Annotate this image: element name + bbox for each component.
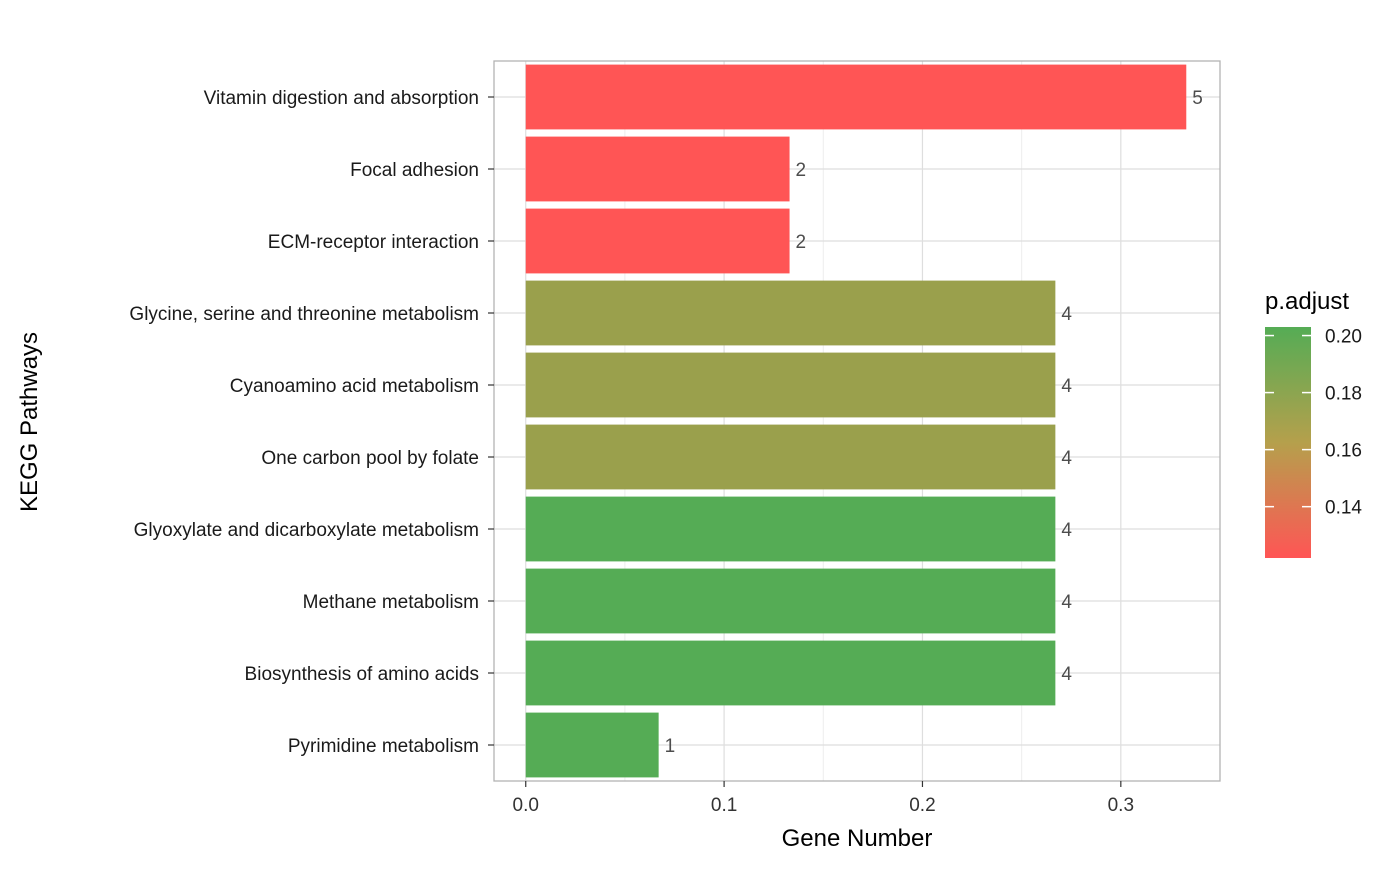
y-tick-label: Focal adhesion	[350, 160, 479, 181]
y-tick-label: Glycine, serine and threonine metabolism	[129, 304, 479, 325]
bar-value-label: 4	[1061, 520, 1072, 541]
bar-value-label: 2	[796, 160, 807, 181]
y-axis: Vitamin digestion and absorption Focal ad…	[129, 88, 494, 757]
x-tick-label: 0.1	[711, 795, 737, 816]
bar	[525, 496, 1056, 562]
legend-colorbar	[1265, 327, 1311, 558]
bar	[525, 424, 1056, 490]
x-tick-label: 0.0	[513, 795, 539, 816]
legend-tick-label: 0.14	[1325, 498, 1362, 519]
bar	[525, 712, 659, 778]
y-tick-label: Methane metabolism	[303, 592, 479, 613]
data-labels: 5 2 2 4 4 4 4 4 4 1	[665, 88, 1203, 757]
y-tick-label: Glyoxylate and dicarboxylate metabolism	[134, 520, 479, 541]
bar-value-label: 5	[1192, 88, 1203, 109]
plot-panel	[493, 60, 1221, 782]
bar	[525, 352, 1056, 418]
y-tick-label: Vitamin digestion and absorption	[204, 88, 479, 109]
x-tick-label: 0.2	[909, 795, 935, 816]
legend-tick-label: 0.16	[1325, 441, 1362, 462]
bar-value-label: 2	[796, 232, 807, 253]
bar-value-label: 4	[1061, 592, 1072, 613]
bar	[525, 568, 1056, 634]
bar-value-label: 4	[1061, 448, 1072, 469]
legend: p.adjust 0.14 0.16 0.18 0.20	[1265, 288, 1362, 558]
bar-value-label: 4	[1061, 664, 1072, 685]
panel-border	[493, 60, 1221, 782]
y-tick-label: Pyrimidine metabolism	[288, 736, 479, 757]
y-tick-label: One carbon pool by folate	[261, 448, 479, 469]
legend-title: p.adjust	[1265, 288, 1349, 315]
bar	[525, 208, 790, 274]
y-tick-label: ECM-receptor interaction	[268, 232, 479, 253]
bar	[525, 136, 790, 202]
bar	[525, 280, 1056, 346]
x-axis: 0.0 0.1 0.2 0.3	[513, 781, 1134, 816]
bar	[525, 64, 1187, 130]
x-tick-label: 0.3	[1108, 795, 1134, 816]
x-axis-title: Gene Number	[782, 825, 933, 852]
bar-value-label: 4	[1061, 376, 1072, 397]
legend-tick-label: 0.18	[1325, 384, 1362, 405]
y-tick-label: Cyanoamino acid metabolism	[230, 376, 479, 397]
bar	[525, 640, 1056, 706]
legend-tick-label: 0.20	[1325, 327, 1362, 348]
y-axis-title: KEGG Pathways	[16, 332, 43, 512]
y-tick-label: Biosynthesis of amino acids	[245, 664, 479, 685]
bar-value-label: 1	[665, 736, 676, 757]
bars	[525, 64, 1187, 778]
bar-value-label: 4	[1061, 304, 1072, 325]
